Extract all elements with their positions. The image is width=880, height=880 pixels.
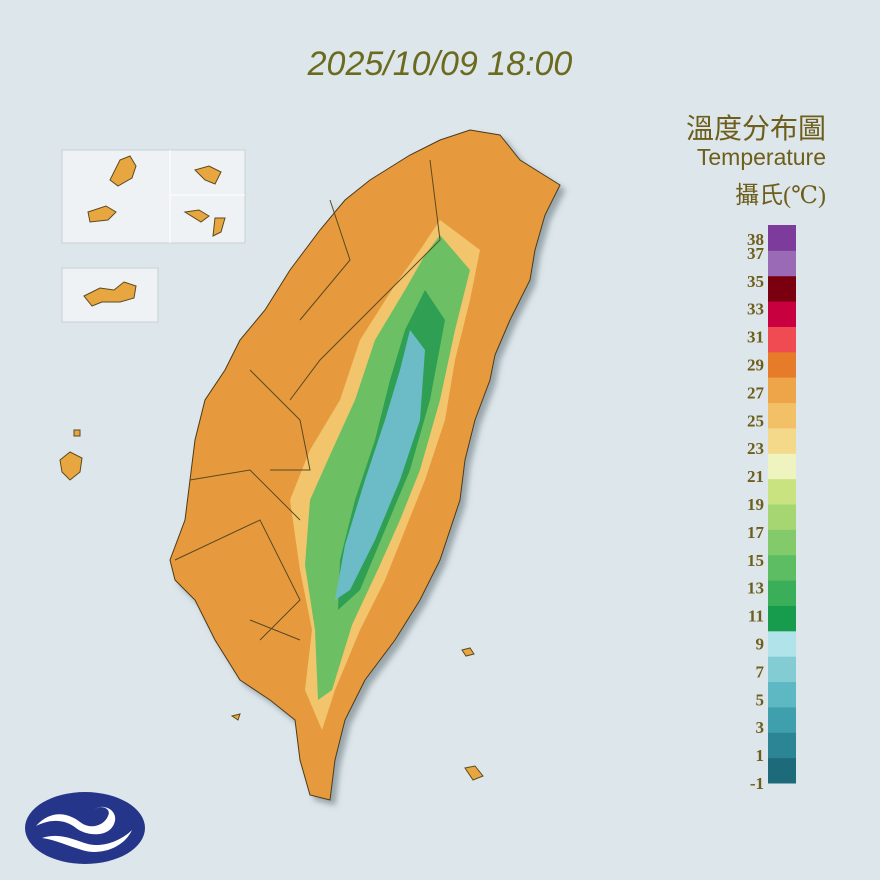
timestamp: 2025/10/09 18:00 <box>307 45 573 83</box>
legend-tick-label: 7 <box>756 662 765 681</box>
colorbar-band <box>768 656 796 683</box>
colorbar-band <box>768 757 796 784</box>
colorbar-band <box>768 630 796 657</box>
legend-tick-label: 29 <box>747 356 764 375</box>
legend-tick-label: 9 <box>756 635 765 654</box>
legend-tick-label: 1 <box>756 746 765 765</box>
colorbar-band <box>768 453 796 480</box>
colorbar-band <box>768 377 796 404</box>
legend-tick-label: 31 <box>747 328 764 347</box>
colorbar-band <box>768 427 796 454</box>
legend-tick-label: 38 <box>747 230 764 249</box>
legend-subtitle: Temperature <box>697 144 826 170</box>
colorbar-band <box>768 351 796 378</box>
logo <box>25 792 145 864</box>
colorbar-band <box>768 681 796 708</box>
colorbar-band <box>768 275 796 302</box>
legend-tick-label: 15 <box>747 551 764 570</box>
legend-tick-label: 19 <box>747 495 764 514</box>
legend-tick-label: 25 <box>747 411 764 430</box>
colorbar-band <box>768 529 796 556</box>
colorbar-band <box>768 706 796 733</box>
legend-tick-label: -1 <box>750 774 764 793</box>
legend-title: 溫度分布圖 <box>686 113 826 145</box>
colorbar-band <box>768 580 796 606</box>
colorbar-band <box>768 554 796 581</box>
legend: 溫度分布圖 Temperature 攝氏(℃) 3837353331292725… <box>686 113 826 793</box>
colorbar-band <box>768 250 796 277</box>
colorbar-band <box>768 326 796 353</box>
legend-tick-label: 37 <box>747 244 765 263</box>
colorbar-band <box>768 732 796 759</box>
colorbar-band <box>768 478 796 505</box>
legend-tick-label: 27 <box>747 383 765 402</box>
legend-tick-label: 3 <box>756 718 765 737</box>
legend-tick-label: 35 <box>747 272 764 291</box>
colorbar-band <box>768 402 796 429</box>
legend-tick-label: 11 <box>748 607 764 626</box>
legend-unit: 攝氏(℃) <box>735 182 826 209</box>
colorbar-band <box>768 301 796 327</box>
legend-tick-label: 23 <box>747 439 764 458</box>
insets <box>59 149 484 781</box>
colorbar-band <box>768 504 796 530</box>
colorbar-band <box>768 225 796 251</box>
colorbar-band <box>768 605 796 632</box>
legend-tick-label: 33 <box>747 300 764 319</box>
legend-tick-label: 5 <box>756 690 765 709</box>
taiwan <box>169 129 561 801</box>
legend-tick-label: 13 <box>747 579 764 598</box>
legend-tick-label: 21 <box>747 467 764 486</box>
legend-tick-label: 17 <box>747 523 765 542</box>
